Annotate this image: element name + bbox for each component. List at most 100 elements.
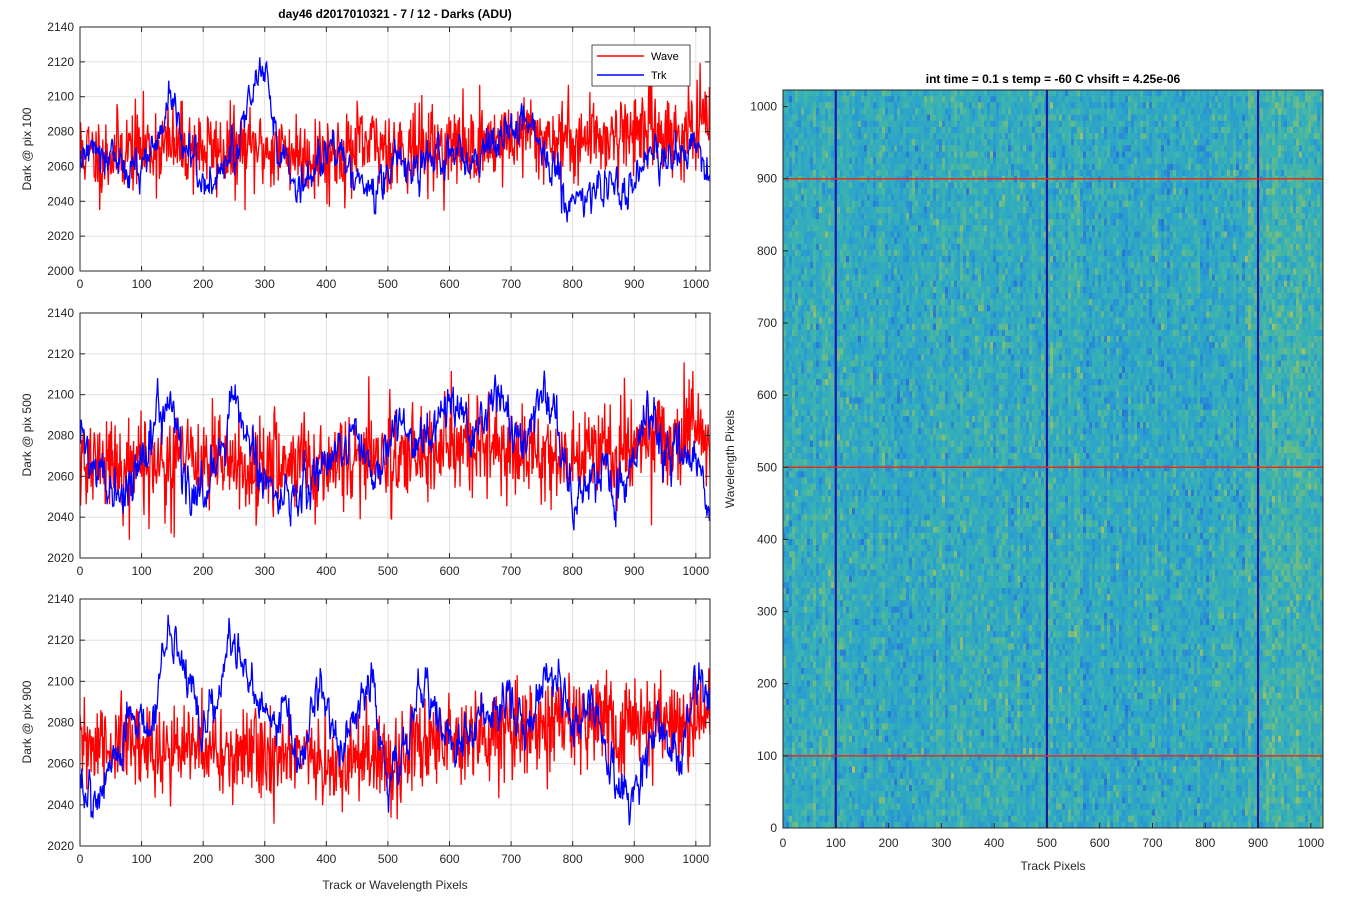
image-cell (810, 428, 814, 435)
image-cell (804, 643, 808, 651)
image-cell (891, 551, 895, 558)
image-cell (876, 126, 880, 134)
image-cell (882, 274, 886, 282)
image-cell (825, 661, 829, 669)
image-cell (891, 532, 895, 540)
image-cell (804, 391, 808, 398)
image-cell (846, 446, 850, 454)
image-cell (807, 637, 811, 644)
image-cell (852, 803, 856, 810)
image-cell (870, 274, 874, 282)
image-cell (789, 575, 793, 583)
image-cell (885, 649, 889, 657)
image-cell (861, 766, 865, 774)
image-cell (864, 674, 868, 681)
image-cell (807, 403, 811, 411)
image-cell (816, 588, 820, 595)
image-cell (828, 96, 832, 103)
image-cell (798, 778, 802, 786)
image-cell (855, 717, 859, 724)
image-cell (840, 668, 844, 675)
image-cell (807, 717, 811, 724)
image-cell (789, 188, 793, 195)
image-cell (792, 772, 796, 780)
image-cell (888, 612, 892, 620)
image-cell (813, 538, 817, 546)
image-cell (852, 385, 856, 392)
image-cell (849, 532, 853, 540)
image-cell (864, 680, 868, 687)
image-cell (810, 465, 814, 472)
image-cell (858, 305, 862, 312)
image-cell (810, 231, 814, 238)
image-cell (825, 631, 829, 638)
image-cell (831, 594, 835, 601)
image-cell (792, 114, 796, 122)
image-cell (879, 126, 883, 134)
image-cell (846, 575, 850, 583)
image-cell (807, 741, 811, 749)
image-cell (783, 262, 787, 269)
image-cell (843, 422, 847, 429)
image-cell (816, 674, 820, 681)
image-cell (786, 299, 790, 306)
image-cell (810, 637, 814, 644)
image-cell (858, 237, 862, 245)
image-cell (876, 538, 880, 546)
image-cell (795, 169, 799, 177)
image-cell (819, 237, 823, 245)
image-cell (786, 655, 790, 663)
image-cell (855, 797, 859, 804)
image-cell (822, 526, 826, 534)
image-cell (858, 286, 862, 294)
image-cell (873, 336, 877, 343)
image-cell (870, 778, 874, 786)
image-cell (846, 686, 850, 694)
image-cell (807, 385, 811, 392)
image-cell (792, 360, 796, 368)
image-cell (876, 508, 880, 515)
image-cell (828, 231, 832, 238)
image-cell (786, 729, 790, 737)
image-cell (819, 342, 823, 349)
image-cell (876, 563, 880, 571)
image-cell (822, 194, 826, 202)
image-cell (882, 545, 886, 552)
image-cell (786, 735, 790, 743)
image-cell (810, 90, 814, 97)
image-cell (873, 360, 877, 368)
image-cell (879, 797, 883, 804)
image-cell (810, 403, 814, 411)
image-cell (819, 139, 823, 146)
image-cell (894, 163, 898, 171)
image-cell (801, 557, 805, 564)
image-cell (882, 114, 886, 122)
image-cell (828, 440, 832, 448)
image-cell (822, 262, 826, 269)
image-cell (828, 292, 832, 300)
x-tick-label: 300 (255, 852, 275, 866)
image-cell (819, 200, 823, 208)
image-cell (798, 680, 802, 687)
image-cell (837, 741, 841, 749)
image-cell (843, 188, 847, 195)
image-cell (789, 292, 793, 300)
image-cell (873, 557, 877, 564)
image-cell (810, 600, 814, 607)
image-cell (870, 582, 874, 589)
image-cell (879, 520, 883, 528)
image-cell (846, 206, 850, 214)
image-cell (804, 803, 808, 810)
image-cell (822, 163, 826, 171)
image-cell (831, 821, 835, 829)
image-cell (873, 342, 877, 349)
image-cell (843, 169, 847, 177)
image-cell (819, 379, 823, 386)
image-cell (816, 90, 820, 97)
image-cell (819, 680, 823, 687)
image-cell (801, 452, 805, 460)
image-cell (858, 588, 862, 595)
image-cell (798, 495, 802, 503)
image-cell (894, 563, 898, 571)
image-cell (873, 723, 877, 730)
